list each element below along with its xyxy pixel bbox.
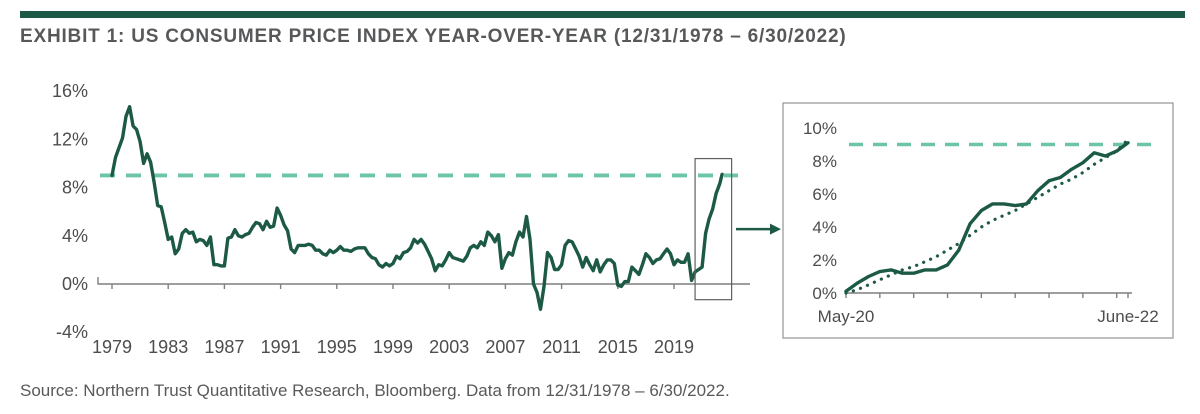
accent-bar <box>20 11 1185 18</box>
exhibit-title: EXHIBIT 1: US CONSUMER PRICE INDEX YEAR-… <box>20 26 847 47</box>
main-x-tick-label: 1995 <box>317 337 357 357</box>
main-y-tick-label: 12% <box>52 129 88 149</box>
cpi-charts-canvas: 1979 1983 1987 1991 1995 1999 2003 2007 2011 2015… <box>52 81 1174 357</box>
inset-cpi-line <box>844 141 1130 294</box>
main-y-tick-label: -4% <box>56 322 88 342</box>
highlight-box <box>694 157 733 301</box>
inset-y-tick-label: 10% <box>803 119 837 138</box>
main-y-tick-label: 16% <box>52 81 88 101</box>
inset-y-tick-label: 6% <box>812 185 837 204</box>
main-y-tick-label: 0% <box>62 274 88 294</box>
main-x-tick-label: 1979 <box>92 337 132 357</box>
main-x-tick-label: 1999 <box>373 337 413 357</box>
zoom-arrow-icon <box>770 223 781 235</box>
main-x-tick-label: 2007 <box>485 337 525 357</box>
inset-x-tick-label: June-22 <box>1097 307 1158 326</box>
main-x-tick-label: 2011 <box>542 337 581 357</box>
main-y-tick-label: 4% <box>62 226 88 246</box>
main-x-tick-label: 1983 <box>148 337 188 357</box>
inset-y-tick-label: 0% <box>812 284 837 303</box>
main-y-tick-label: 8% <box>62 178 88 198</box>
inset-trend-dotted-line <box>844 137 1130 295</box>
inset-y-tick-label: 2% <box>812 251 837 270</box>
inset-y-tick-label: 4% <box>812 218 837 237</box>
inset-x-tick-label: May-20 <box>818 307 875 326</box>
main-x-tick-label: 2019 <box>654 337 694 357</box>
main-x-tick-label: 2003 <box>429 337 469 357</box>
source-note: Source: Northern Trust Quantitative Rese… <box>20 381 730 400</box>
main-x-tick-label: 1987 <box>204 337 244 357</box>
inset-y-tick-label: 8% <box>812 152 837 171</box>
main-x-tick-label: 2015 <box>598 337 638 357</box>
main-x-tick-label: 1991 <box>261 337 301 357</box>
inset-border <box>782 102 1174 339</box>
main-cpi-line <box>110 105 724 312</box>
main-x-axis <box>97 277 750 285</box>
